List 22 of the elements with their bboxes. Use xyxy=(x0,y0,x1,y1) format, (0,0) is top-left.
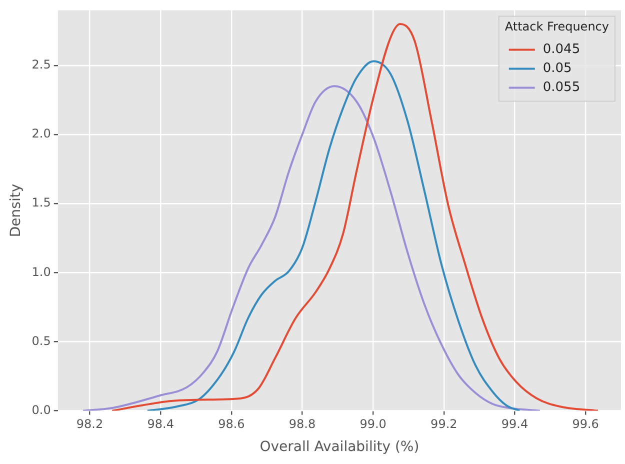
line-series xyxy=(82,85,541,411)
y-tick-label: 1.0 xyxy=(32,264,51,279)
legend-label: 0.055 xyxy=(542,80,580,96)
x-tick-label: 98.2 xyxy=(76,417,104,432)
legend-label: 0.045 xyxy=(542,42,580,58)
x-tick-label: 99.6 xyxy=(572,417,599,432)
y-tick-label: 2.0 xyxy=(32,126,51,141)
y-tick-label: 0.0 xyxy=(32,402,51,417)
y-tick-label: 0.5 xyxy=(32,334,51,348)
y-tick-label: 1.5 xyxy=(32,196,51,210)
x-tick-label: 99.4 xyxy=(501,417,528,432)
line-series xyxy=(146,60,521,411)
x-tick-label: 98.8 xyxy=(288,417,316,432)
x-tick-label: 99.2 xyxy=(430,417,458,432)
y-tick-label: 2.5 xyxy=(32,58,51,72)
legend-label: 0.05 xyxy=(542,61,572,76)
y-axis-title: Density xyxy=(8,184,24,238)
x-tick-label: 98.4 xyxy=(147,417,174,432)
x-tick-label: 98.6 xyxy=(218,417,245,432)
legend-title: Attack Frequency xyxy=(504,19,610,34)
x-tick-label: 99.0 xyxy=(360,417,386,432)
x-axis-title: Overall Availability (%) xyxy=(260,439,420,456)
